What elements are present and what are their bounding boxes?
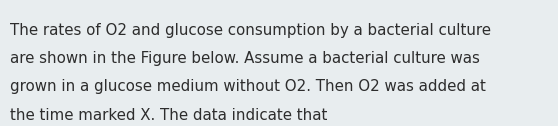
Text: are shown in the Figure below. Assume a bacterial culture was: are shown in the Figure below. Assume a …	[10, 51, 480, 66]
Text: the time marked X. The data indicate that: the time marked X. The data indicate tha…	[10, 108, 328, 123]
Text: The rates of O2 and glucose consumption by a bacterial culture: The rates of O2 and glucose consumption …	[10, 23, 491, 38]
Text: grown in a glucose medium without O2. Then O2 was added at: grown in a glucose medium without O2. Th…	[10, 79, 486, 94]
